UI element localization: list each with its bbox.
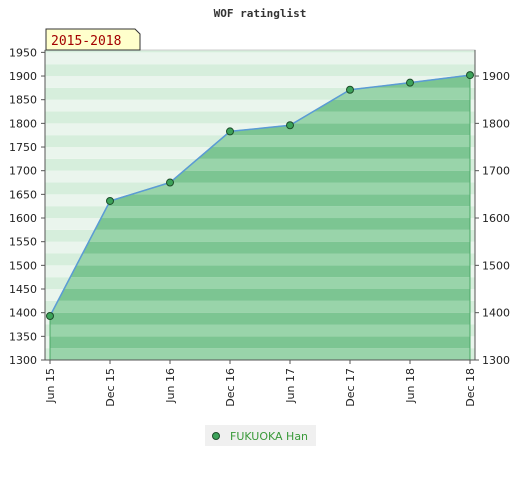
y-tick-label-right: 1500 [482,259,510,272]
data-points [46,71,474,320]
y-tick-label-left: 1500 [9,259,37,272]
y-tick-label-left: 1950 [9,46,37,59]
legend: FUKUOKA Han [205,425,316,446]
y-tick-label-right: 1600 [482,212,510,225]
data-point [466,71,474,80]
area-band [50,206,470,219]
y-tick-label-left: 1850 [9,94,37,107]
x-tick-label: Jun 18 [404,368,417,404]
area-band [50,348,470,360]
data-point [406,78,414,87]
legend-label: FUKUOKA Han [230,430,308,443]
data-point [286,121,294,130]
y-tick-label-left: 1800 [9,117,37,130]
area-band [50,229,470,242]
x-tick-label: Jun 17 [284,368,297,404]
data-point [166,178,174,187]
y-tick-label-right: 1900 [482,70,510,83]
background-band [45,111,475,124]
area-band [50,194,470,207]
y-tick-label-right: 1400 [482,307,510,320]
area-band [50,123,470,136]
chart-title: WOF ratinglist [214,7,307,20]
data-point [106,196,114,205]
area-band [50,241,470,254]
area-band [50,158,470,171]
y-tick-label-left: 1400 [9,307,37,320]
x-tick-label: Dec 18 [464,368,477,407]
area-band [50,324,470,337]
area-band [50,170,470,183]
background-band [45,87,475,100]
period-badge-box [45,28,141,51]
area-band [50,289,470,301]
y-tick-label-left: 1300 [9,354,37,367]
area-band [50,336,470,349]
data-point [226,127,234,136]
x-tick-label: Jun 16 [164,368,177,404]
y-tick-label-right: 1300 [482,354,510,367]
background-band [45,52,475,65]
series-line [49,74,471,317]
area-band [50,312,470,325]
y-tick-label-left: 1450 [9,283,37,296]
data-point [46,311,54,320]
x-tick-label: Dec 15 [104,368,117,407]
y-tick-label-left: 1600 [9,212,37,225]
area-band [50,147,470,159]
y-tick-label-left: 1700 [9,165,37,178]
period-badge: 2015-2018 [45,28,141,51]
y-tick-label-left: 1900 [9,70,37,83]
area-band [50,253,470,266]
background-band [45,76,475,88]
background-band [45,64,475,77]
x-tick-label: Dec 16 [224,368,237,407]
legend-marker [212,432,220,440]
y-tick-label-left: 1350 [9,330,37,343]
x-tick-label: Dec 17 [344,368,357,407]
area-band [50,218,470,230]
y-tick-label-left: 1650 [9,188,37,201]
y-tick-label-left: 1750 [9,141,37,154]
area-band [50,182,470,195]
legend-box [205,425,316,446]
y-tick-label-right: 1700 [482,165,510,178]
area-band [50,135,470,148]
axes: 1300 1350 1400 1450 1500 1550 1600 1650 1700 1750… [9,46,510,406]
background-band [45,99,475,112]
y-tick-label-left: 1550 [9,236,37,249]
area-band [50,300,470,313]
area-band [50,277,470,290]
background-band [45,50,475,53]
area-band [50,265,470,278]
y-tick-label-right: 1800 [482,117,510,130]
data-point [346,85,354,94]
x-tick-label: Jun 15 [44,368,57,404]
period-label: 2015-2018 [51,34,121,49]
